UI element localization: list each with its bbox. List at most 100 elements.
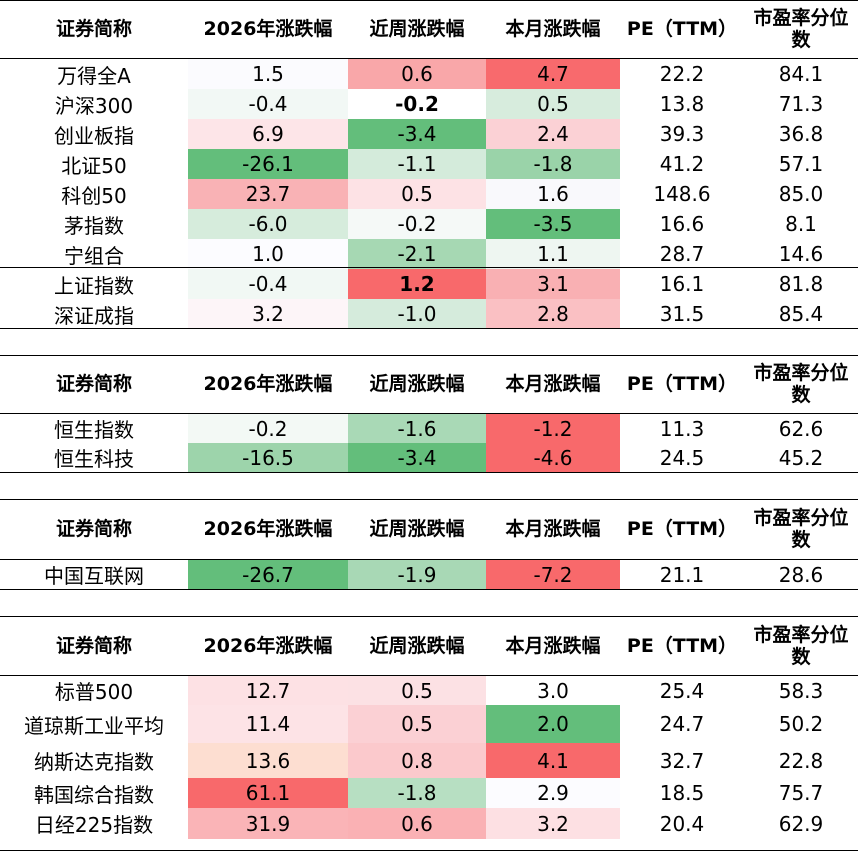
cell-pe: 41.2 bbox=[659, 152, 705, 176]
cell-pe: 24.7 bbox=[659, 712, 705, 736]
cell-ytd: 1.5 bbox=[188, 59, 348, 89]
cell-month: 2.4 bbox=[486, 119, 620, 149]
table-header: 证券简称 2026年涨跌幅 近周涨跌幅 本月涨跌幅 PE（TTM） 市盈率分位数 bbox=[0, 617, 858, 674]
cell-month: 1.6 bbox=[486, 179, 620, 209]
cell-month: -7.2 bbox=[486, 560, 620, 589]
cell-week: 0.5 bbox=[348, 676, 486, 705]
cell-ytd: 6.9 bbox=[188, 119, 348, 149]
table-row: 恒生科技 -16.5 -3.4 -4.6 24.5 45.2 bbox=[0, 443, 858, 472]
group-divider bbox=[0, 267, 858, 268]
cell-ytd: 11.4 bbox=[188, 705, 348, 743]
cell-pe-percentile: 85.0 bbox=[778, 182, 824, 206]
header-month: 本月涨跌幅 bbox=[505, 634, 601, 657]
cell-month: 3.2 bbox=[486, 808, 620, 839]
table-row: 日经225指数 31.9 0.6 3.2 20.4 62.9 bbox=[0, 808, 858, 839]
cell-name: 日经225指数 bbox=[34, 813, 154, 837]
header-pe: PE（TTM） bbox=[626, 373, 738, 395]
cell-name: 北证50 bbox=[61, 153, 127, 178]
table-row: 宁组合 1.0 -2.1 1.1 28.7 14.6 bbox=[0, 239, 858, 269]
cell-pe-percentile: 14.6 bbox=[778, 242, 824, 266]
table-bottom-border bbox=[0, 328, 858, 329]
table-header: 证券简称 2026年涨跌幅 近周涨跌幅 本月涨跌幅 PE（TTM） 市盈率分位数 bbox=[0, 0, 858, 58]
cell-month: 2.8 bbox=[486, 299, 620, 329]
cell-pe-percentile: 71.3 bbox=[778, 92, 824, 116]
table-row: 恒生指数 -0.2 -1.6 -1.2 11.3 62.6 bbox=[0, 414, 858, 443]
cell-week: 1.2 bbox=[348, 269, 486, 299]
cell-ytd: 3.2 bbox=[188, 299, 348, 329]
cell-week: 0.6 bbox=[348, 808, 486, 839]
cell-month: 3.1 bbox=[486, 269, 620, 299]
cell-name: 沪深300 bbox=[54, 93, 134, 118]
cell-month: 2.9 bbox=[486, 778, 620, 808]
cell-week: -2.1 bbox=[348, 239, 486, 269]
cell-ytd: 61.1 bbox=[188, 778, 348, 808]
cell-pe: 13.8 bbox=[659, 92, 705, 116]
cell-name: 万得全A bbox=[57, 63, 131, 88]
cell-month: -4.6 bbox=[486, 443, 620, 472]
header-pe: PE（TTM） bbox=[626, 518, 738, 540]
cell-ytd: -26.1 bbox=[188, 149, 348, 179]
header-week: 近周涨跌幅 bbox=[369, 18, 465, 40]
cell-pe: 148.6 bbox=[653, 182, 711, 206]
header-name: 证券简称 bbox=[55, 18, 132, 40]
cell-ytd: -6.0 bbox=[188, 209, 348, 239]
cell-ytd: 31.9 bbox=[188, 808, 348, 839]
table-row: 上证指数 -0.4 1.2 3.1 16.1 81.8 bbox=[0, 269, 858, 299]
cell-pe-percentile: 84.1 bbox=[778, 62, 824, 86]
cell-pe-percentile: 58.3 bbox=[778, 678, 824, 703]
header-ytd: 2026年涨跌幅 bbox=[203, 518, 333, 540]
header-month: 本月涨跌幅 bbox=[505, 518, 601, 540]
top-border bbox=[0, 616, 858, 617]
cell-ytd: 1.0 bbox=[188, 239, 348, 269]
cell-pe-percentile: 85.4 bbox=[778, 302, 824, 326]
cell-name: 道琼斯工业平均 bbox=[24, 713, 164, 738]
cell-pe-percentile: 57.1 bbox=[778, 152, 824, 176]
cell-name: 宁组合 bbox=[64, 243, 124, 268]
cell-pe-percentile: 62.6 bbox=[778, 416, 824, 441]
cell-ytd: 23.7 bbox=[188, 179, 348, 209]
header-bottom-border bbox=[0, 413, 858, 414]
header-name: 证券简称 bbox=[55, 634, 132, 657]
cell-pe: 18.5 bbox=[659, 781, 705, 805]
header-bottom-border bbox=[0, 58, 858, 59]
cell-month: 4.1 bbox=[486, 743, 620, 778]
cell-pe: 24.5 bbox=[659, 445, 705, 470]
header-pe-percentile: 市盈率分位数 bbox=[753, 7, 849, 51]
top-border bbox=[0, 0, 858, 1]
cell-name: 上证指数 bbox=[54, 273, 134, 298]
header-week: 近周涨跌幅 bbox=[369, 634, 465, 657]
cell-pe: 21.1 bbox=[659, 562, 705, 587]
cell-pe-percentile: 22.8 bbox=[778, 748, 824, 773]
table-row: 创业板指 6.9 -3.4 2.4 39.3 36.8 bbox=[0, 119, 858, 149]
cell-pe-percentile: 75.7 bbox=[778, 781, 824, 805]
cell-pe-percentile: 28.6 bbox=[778, 562, 824, 587]
header-ytd: 2026年涨跌幅 bbox=[203, 634, 333, 657]
table-hk-body: 恒生指数 -0.2 -1.6 -1.2 11.3 62.6 恒生科技 -16.5 -3.4 -4.… bbox=[0, 414, 858, 472]
table-row: 标普500 12.7 0.5 3.0 25.4 58.3 bbox=[0, 676, 858, 705]
table-bottom-border bbox=[0, 472, 858, 473]
cell-name: 恒生指数 bbox=[54, 418, 134, 442]
cell-pe-percentile: 8.1 bbox=[785, 212, 817, 236]
cell-week: 0.6 bbox=[348, 59, 486, 89]
header-ytd: 2026年涨跌幅 bbox=[203, 18, 333, 40]
cell-name: 科创50 bbox=[61, 183, 127, 208]
cell-pe-percentile: 36.8 bbox=[778, 122, 824, 146]
table-cn-internet: 证券简称 2026年涨跌幅 近周涨跌幅 本月涨跌幅 PE（TTM） 市盈率分位数 bbox=[0, 500, 858, 558]
cell-pe: 16.6 bbox=[659, 212, 705, 236]
cell-week: -1.0 bbox=[348, 299, 486, 329]
table-row: 沪深300 -0.4 -0.2 0.5 13.8 71.3 bbox=[0, 89, 858, 119]
cell-name: 恒生科技 bbox=[54, 447, 134, 471]
header-bottom-border bbox=[0, 675, 858, 676]
cell-week: -0.2 bbox=[348, 209, 486, 239]
cell-ytd: 12.7 bbox=[188, 676, 348, 705]
cell-pe: 20.4 bbox=[659, 811, 705, 836]
top-border bbox=[0, 499, 858, 500]
table-global-body: 标普500 12.7 0.5 3.0 25.4 58.3 道琼斯工业平均 11.4 0.5 2.0… bbox=[0, 676, 858, 839]
cell-name: 纳斯达克指数 bbox=[34, 750, 154, 774]
cell-month: -3.5 bbox=[486, 209, 620, 239]
header-name: 证券简称 bbox=[55, 373, 132, 395]
cell-month: 0.5 bbox=[486, 89, 620, 119]
cell-pe: 25.4 bbox=[659, 678, 705, 703]
cell-week: -1.1 bbox=[348, 149, 486, 179]
cell-pe: 32.7 bbox=[659, 748, 705, 773]
